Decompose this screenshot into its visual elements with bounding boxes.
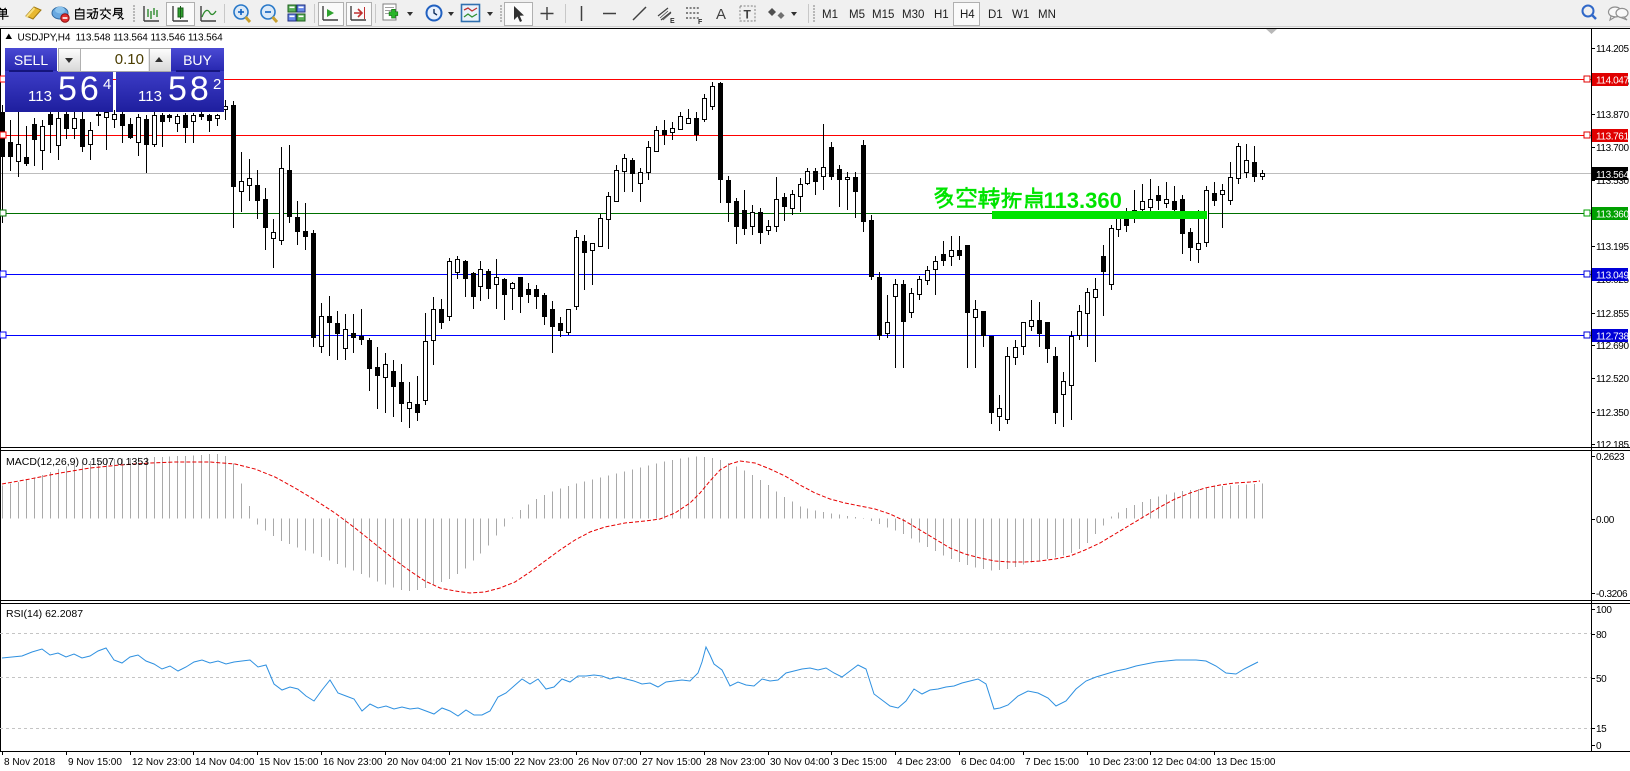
svg-text:112.520: 112.520 (1596, 374, 1629, 385)
svg-text:USDJPY,H4 113.548 113.564 113: USDJPY,H4 113.548 113.564 113.546 113.56… (18, 33, 224, 44)
svg-text:E: E (670, 18, 675, 25)
svg-text:0.2623: 0.2623 (1596, 452, 1625, 463)
svg-text:13 Dec 15:00: 13 Dec 15:00 (1216, 757, 1276, 768)
svg-text:113.195: 113.195 (1596, 242, 1629, 253)
svg-text:3 Dec 15:00: 3 Dec 15:00 (833, 757, 887, 768)
svg-text:14 Nov 04:00: 14 Nov 04:00 (195, 757, 255, 768)
svg-text:16 Nov 23:00: 16 Nov 23:00 (323, 757, 383, 768)
svg-text:113.761: 113.761 (1596, 132, 1629, 143)
svg-text:H4: H4 (960, 9, 975, 21)
svg-text:H1: H1 (934, 9, 949, 21)
svg-text:10 Dec 23:00: 10 Dec 23:00 (1089, 757, 1149, 768)
svg-text:9 Nov 15:00: 9 Nov 15:00 (68, 757, 122, 768)
svg-text:112.690: 112.690 (1596, 341, 1629, 352)
svg-text:30 Nov 04:00: 30 Nov 04:00 (770, 757, 830, 768)
svg-text:0.00: 0.00 (1596, 515, 1615, 526)
svg-text:12 Nov 23:00: 12 Nov 23:00 (132, 757, 192, 768)
svg-text:28 Nov 23:00: 28 Nov 23:00 (706, 757, 766, 768)
svg-text:112.738: 112.738 (1596, 332, 1629, 343)
svg-text:F: F (698, 19, 703, 26)
svg-text:114.205: 114.205 (1596, 44, 1629, 55)
svg-text:12 Dec 04:00: 12 Dec 04:00 (1152, 757, 1212, 768)
svg-text:50: 50 (1596, 674, 1607, 685)
svg-text:113.360: 113.360 (1044, 188, 1122, 213)
svg-text:113.530: 113.530 (1596, 176, 1629, 187)
svg-text:0: 0 (1596, 741, 1602, 752)
svg-text:113.870: 113.870 (1596, 110, 1629, 121)
svg-text:100: 100 (1596, 605, 1612, 616)
svg-text:27 Nov 15:00: 27 Nov 15:00 (642, 757, 702, 768)
svg-text:-0.3206: -0.3206 (1596, 589, 1628, 600)
svg-text:15: 15 (1596, 724, 1607, 735)
svg-text:112.185: 112.185 (1596, 440, 1629, 451)
svg-text:RSI(14) 62.2087: RSI(14) 62.2087 (6, 608, 83, 620)
svg-text:112.855: 112.855 (1596, 309, 1629, 320)
svg-text:A: A (716, 6, 726, 23)
svg-text:113.360: 113.360 (1596, 210, 1629, 221)
svg-text:113.700: 113.700 (1596, 143, 1629, 154)
svg-text:M15: M15 (872, 9, 894, 21)
svg-text:22 Nov 23:00: 22 Nov 23:00 (514, 757, 574, 768)
svg-text:4 Dec 23:00: 4 Dec 23:00 (897, 757, 951, 768)
svg-text:7 Dec 15:00: 7 Dec 15:00 (1025, 757, 1079, 768)
svg-text:6 Dec 04:00: 6 Dec 04:00 (961, 757, 1015, 768)
svg-text:W1: W1 (1012, 9, 1029, 21)
svg-text:113.049: 113.049 (1596, 271, 1629, 282)
svg-text:8 Nov 2018: 8 Nov 2018 (4, 757, 56, 768)
svg-text:MN: MN (1038, 9, 1056, 21)
svg-text:26 Nov 07:00: 26 Nov 07:00 (578, 757, 638, 768)
svg-text:T: T (744, 8, 752, 22)
svg-text:15 Nov 15:00: 15 Nov 15:00 (259, 757, 319, 768)
svg-text:114.047: 114.047 (1596, 76, 1629, 87)
svg-text:113.564: 113.564 (1596, 170, 1629, 181)
svg-text:M1: M1 (822, 9, 838, 21)
svg-text:D1: D1 (988, 9, 1003, 21)
svg-text:20 Nov 04:00: 20 Nov 04:00 (387, 757, 447, 768)
svg-text:80: 80 (1596, 630, 1607, 641)
svg-text:MACD(12,26,9) 0.1507 0.1353: MACD(12,26,9) 0.1507 0.1353 (6, 456, 149, 468)
svg-text:M30: M30 (902, 9, 924, 21)
svg-text:112.350: 112.350 (1596, 408, 1629, 419)
svg-text:M5: M5 (849, 9, 865, 21)
svg-text:21 Nov 15:00: 21 Nov 15:00 (451, 757, 511, 768)
